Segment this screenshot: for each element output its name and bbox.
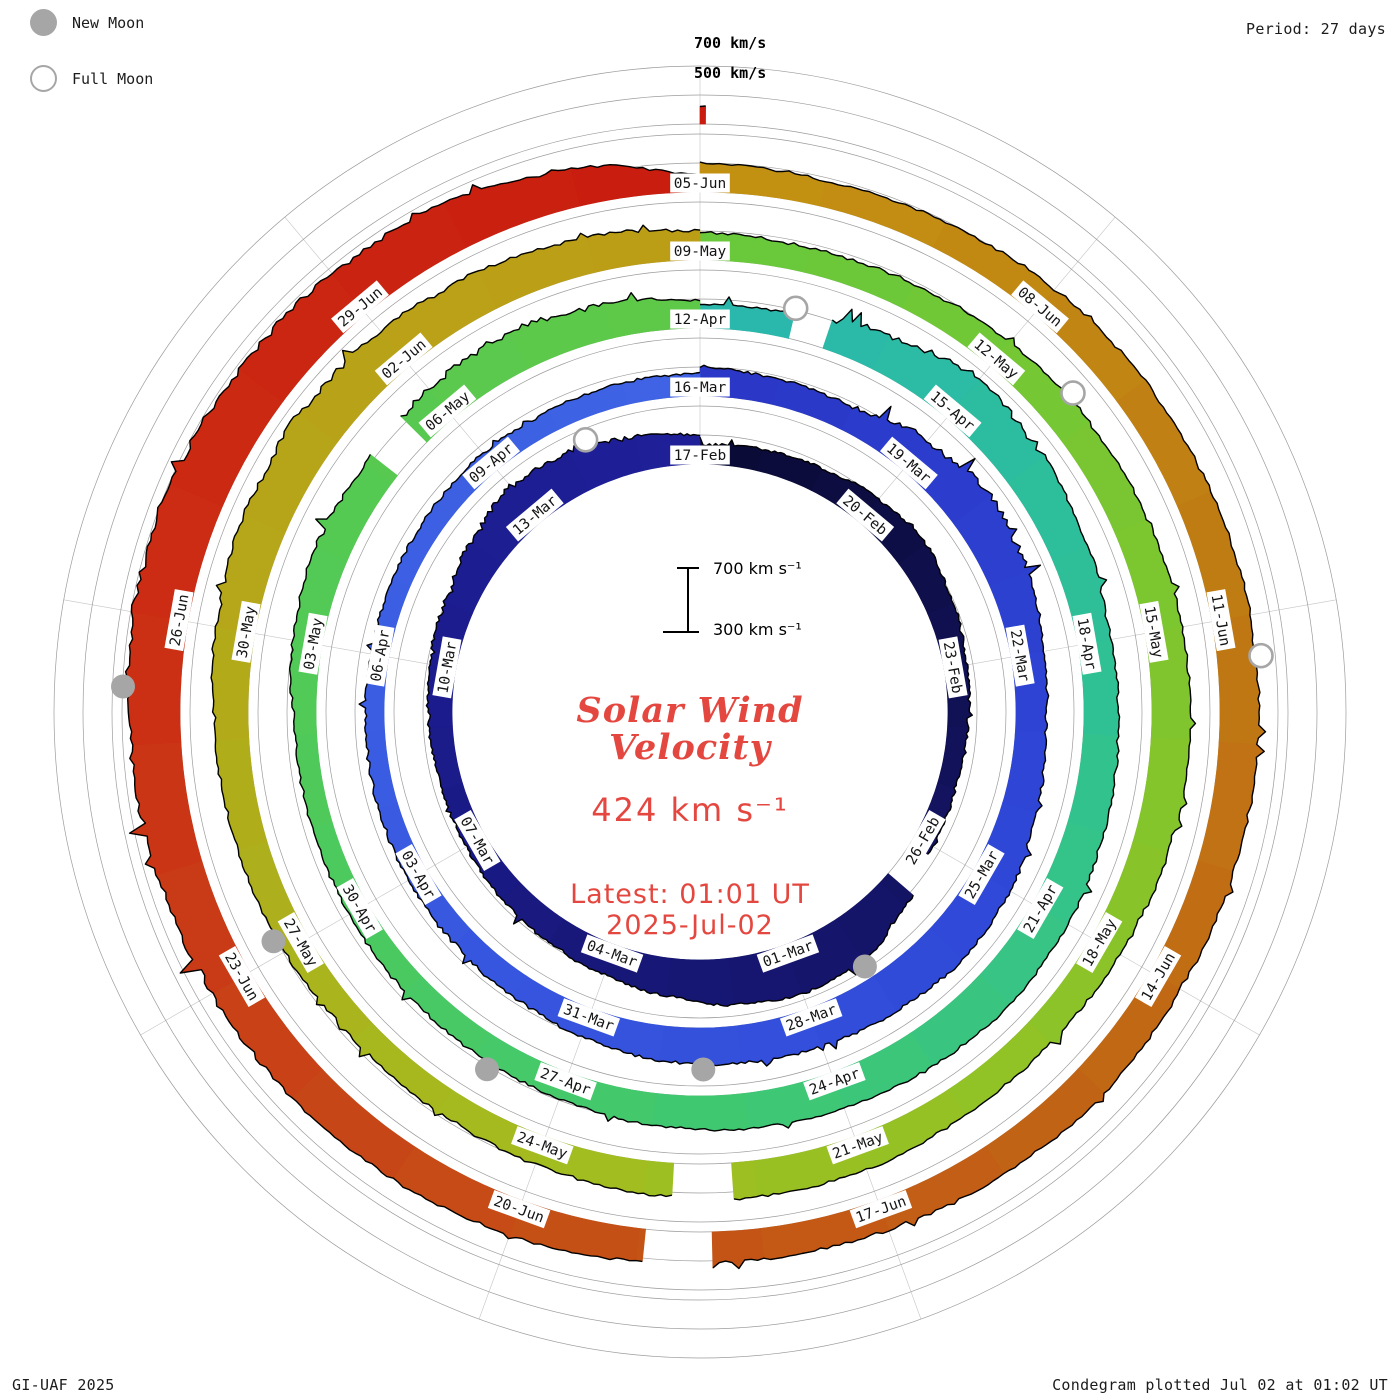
legend-full-moon: Full Moon <box>30 65 153 92</box>
full-moon-marker <box>1248 642 1274 669</box>
new-moon-marker <box>475 1057 499 1082</box>
new-moon-marker <box>111 674 135 699</box>
scale-bar-line <box>687 568 689 632</box>
period-label: Period: 27 days <box>1246 20 1386 38</box>
date-label: 12-Apr <box>670 309 730 329</box>
current-speed-value: 424 km s⁻¹ <box>591 790 789 829</box>
latest-timestamp: Latest: 01:01 UT 2025-Jul-02 <box>460 879 920 941</box>
scale-bottom-label: 300 km s⁻¹ <box>713 620 802 639</box>
ring-5 <box>699 105 706 125</box>
date-label: 03-May <box>298 612 328 675</box>
center-text: Solar Wind Velocity 424 km s⁻¹ Latest: 0… <box>460 690 920 941</box>
svg-text:17-Feb: 17-Feb <box>674 448 726 464</box>
full-moon-marker <box>782 295 809 322</box>
latest-time-line: Latest: 01:01 UT <box>570 878 810 910</box>
chart-title-line2: Velocity <box>609 726 771 768</box>
new-moon-marker <box>852 954 877 979</box>
scale-bar-top-cap <box>677 567 699 569</box>
svg-text:12-Apr: 12-Apr <box>674 312 727 328</box>
svg-text:05-Jun: 05-Jun <box>674 176 726 192</box>
date-label: 16-Mar <box>670 377 730 397</box>
chart-title: Solar Wind Velocity <box>460 690 920 768</box>
latest-date-line: 2025-Jul-02 <box>606 909 774 941</box>
new-moon-marker <box>691 1057 716 1082</box>
moon-markers <box>111 295 1274 1082</box>
scale-bar-bottom-cap <box>663 631 699 633</box>
svg-text:06-Apr: 06-Apr <box>368 628 393 683</box>
ring-4 <box>125 161 1267 1270</box>
outer-500-label: 500 km/s <box>694 64 767 82</box>
full-moon-marker <box>1060 380 1086 406</box>
scale-top-label: 700 km s⁻¹ <box>713 559 802 578</box>
legend-new-moon: New Moon <box>30 9 144 36</box>
credit-label: GI-UAF 2025 <box>12 1376 115 1394</box>
legend-new-moon-label: New Moon <box>72 13 145 32</box>
full-moon-marker <box>572 426 599 453</box>
new-moon-marker <box>261 929 286 954</box>
full-moon-icon <box>30 65 57 92</box>
velocity-spiral-outline <box>124 105 1267 1270</box>
svg-text:09-May: 09-May <box>674 244 727 260</box>
plotted-label: Condegram plotted Jul 02 at 01:02 UT <box>1052 1376 1388 1394</box>
date-label: 17-Feb <box>670 445 730 465</box>
date-label: 05-Jun <box>670 173 730 193</box>
svg-text:16-Mar: 16-Mar <box>674 380 727 396</box>
velocity-spiral-fill <box>125 105 1267 1270</box>
new-moon-icon <box>30 9 57 36</box>
legend-full-moon-label: Full Moon <box>72 69 154 88</box>
chart-title-line1: Solar Wind <box>576 690 804 731</box>
outer-700-label: 700 km/s <box>694 34 767 52</box>
date-label: 30-May <box>231 600 261 663</box>
date-label: 06-Apr <box>365 624 395 687</box>
date-label: 09-May <box>670 241 730 261</box>
